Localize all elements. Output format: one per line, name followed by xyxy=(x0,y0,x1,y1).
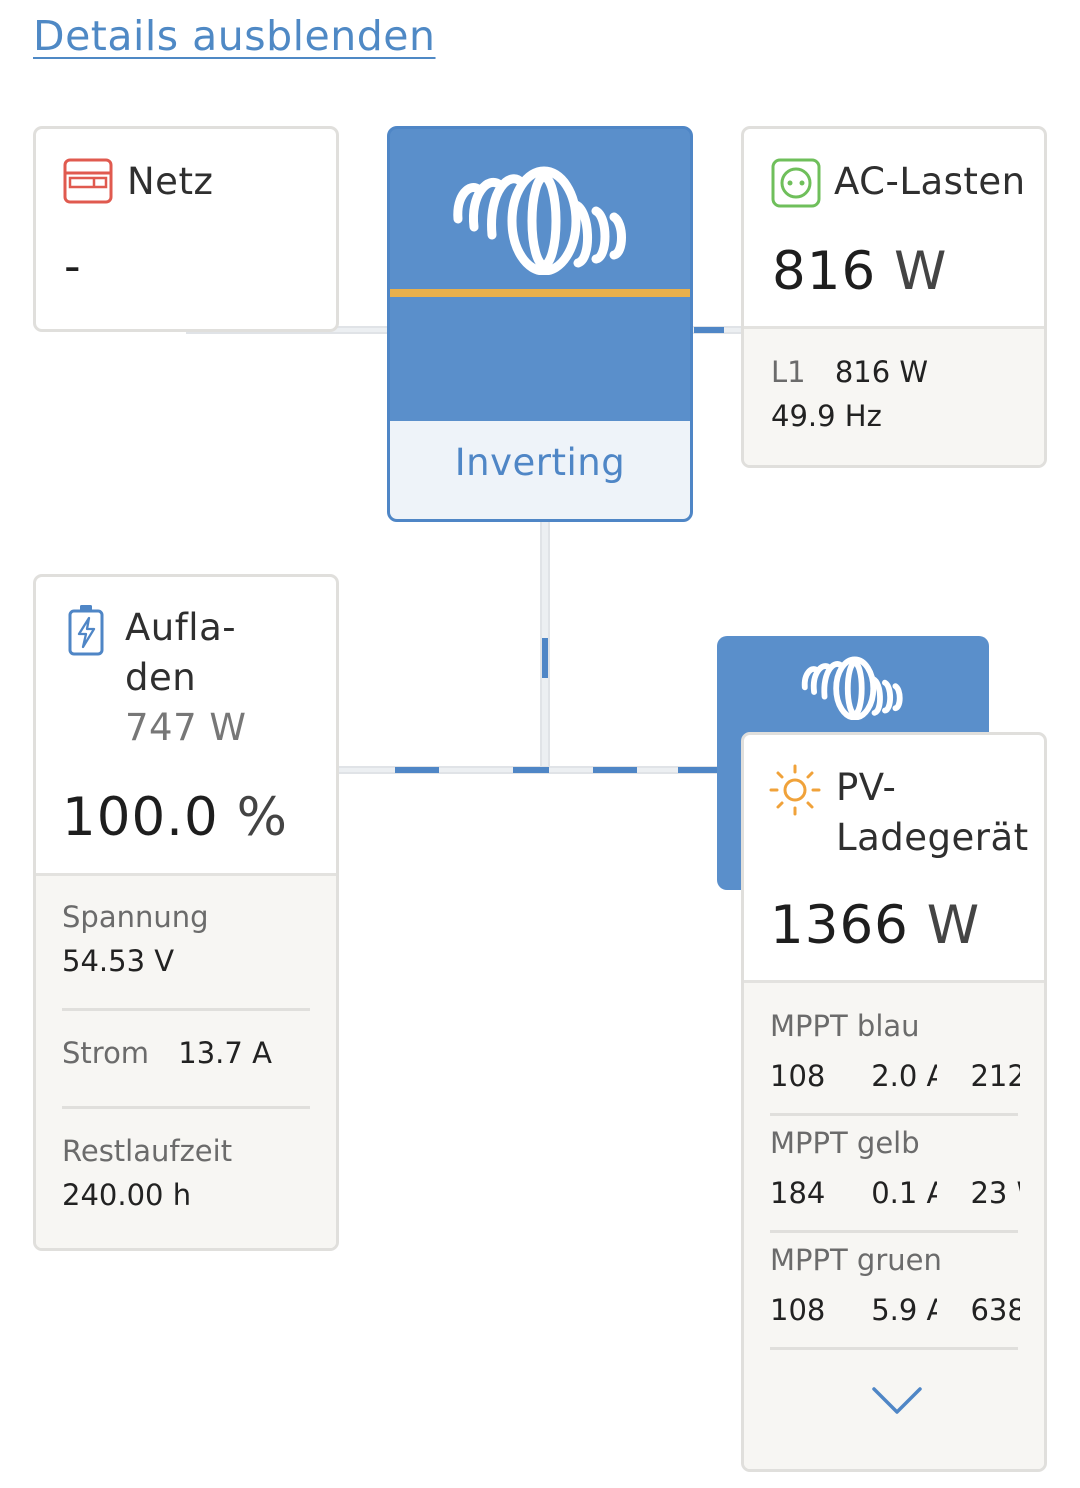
divider xyxy=(770,1347,1018,1350)
battery-voltage-label: Spannung xyxy=(62,900,209,934)
battery-soc-value: 100.0 xyxy=(62,787,219,848)
battery-soc: 100.0 % xyxy=(62,787,288,848)
battery-card[interactable]: Aufla- den 747 W 100.0 % Spannung 54.53 … xyxy=(33,574,339,1251)
ac-phase-power: 816 W xyxy=(834,355,929,389)
ac-phase-row: L1 816 W xyxy=(771,355,928,389)
battery-soc-unit: % xyxy=(236,787,288,848)
battery-voltage-value: 54.53 V xyxy=(62,944,175,978)
divider xyxy=(62,1008,310,1011)
pv-charger-card[interactable]: PV- Ladegerät 1366 W MPPT blau 108 V 2.0… xyxy=(741,732,1047,1472)
mppt-power: 212 W xyxy=(970,1059,1020,1093)
battery-title-line2: den xyxy=(125,656,197,699)
mppt-values-row: 184 V 0.1 A 23 W xyxy=(770,1176,1020,1216)
ac-loads-card[interactable]: AC-Lasten 816 W L1 816 W 49.9 Hz xyxy=(741,126,1047,468)
victron-logo xyxy=(453,166,626,275)
mppt-voltage: 108 V xyxy=(770,1059,830,1093)
inverter-card[interactable]: Inverting xyxy=(387,126,693,522)
battery-runtime-label: Restlaufzeit xyxy=(62,1134,233,1168)
pv-title-line2: Ladegerät xyxy=(836,816,1029,859)
mppt-values-row: 108 V 5.9 A 638 W xyxy=(770,1293,1020,1333)
battery-details: Spannung 54.53 V Strom 13.7 A Restlaufze… xyxy=(36,873,336,1248)
ac-loads-details: L1 816 W 49.9 Hz xyxy=(744,326,1044,465)
mppt-current: 5.9 A xyxy=(871,1293,937,1327)
pv-power-unit: W xyxy=(926,895,981,956)
mppt-power: 638 W xyxy=(970,1293,1020,1327)
mppt-current: 2.0 A xyxy=(871,1059,937,1093)
mppt-voltage: 108 V xyxy=(770,1293,830,1327)
battery-current-row: Strom 13.7 A xyxy=(62,1036,272,1070)
flow-dash xyxy=(395,767,439,773)
flow-dash xyxy=(542,638,548,678)
flow-dash xyxy=(694,327,724,333)
battery-charging-icon xyxy=(68,605,104,656)
inverter-status-area: Inverting xyxy=(390,421,690,519)
chevron-down-icon[interactable] xyxy=(870,1383,924,1417)
divider xyxy=(62,1106,310,1109)
pv-details: MPPT blau 108 V 2.0 A 212 W MPPT gelb 18… xyxy=(744,980,1044,1469)
grid-card[interactable]: Netz - xyxy=(33,126,339,332)
divider xyxy=(770,1230,1018,1233)
ac-loads-power: 816 W xyxy=(772,241,947,302)
battery-current-label: Strom xyxy=(62,1036,150,1070)
grid-meter-icon xyxy=(63,158,113,204)
pv-power-value: 1366 xyxy=(770,895,909,956)
flow-dash xyxy=(593,767,637,773)
socket-icon xyxy=(771,158,821,208)
toggle-details-link[interactable]: Details ausblenden xyxy=(33,12,436,60)
pv-title-line1: PV- xyxy=(836,766,897,809)
pv-power: 1366 W xyxy=(770,895,980,956)
ac-phase-label: L1 xyxy=(771,355,806,389)
battery-current-value: 13.7 A xyxy=(178,1036,272,1070)
ac-loads-power-value: 816 xyxy=(772,241,877,302)
mppt-voltage: 184 V xyxy=(770,1176,830,1210)
grid-title: Netz xyxy=(127,160,214,203)
battery-runtime-value: 240.00 h xyxy=(62,1178,192,1212)
mppt-name: MPPT blau xyxy=(770,1009,920,1043)
flow-dash xyxy=(513,767,549,773)
inverter-status: Inverting xyxy=(454,441,626,484)
mppt-power: 23 W xyxy=(970,1176,1020,1210)
flow-dash xyxy=(678,767,718,773)
mppt-name: MPPT gelb xyxy=(770,1126,920,1160)
ac-loads-title: AC-Lasten xyxy=(834,160,1026,203)
mppt-current: 0.1 A xyxy=(871,1176,937,1210)
sun-icon xyxy=(769,764,821,816)
divider xyxy=(770,1113,1018,1116)
mppt-values-row: 108 V 2.0 A 212 W xyxy=(770,1059,1020,1099)
grid-value: - xyxy=(64,239,82,293)
mppt-name: MPPT gruen xyxy=(770,1243,942,1277)
battery-power: 747 W xyxy=(125,706,247,749)
inverter-divider xyxy=(390,289,690,297)
battery-title-line1: Aufla- xyxy=(125,606,237,649)
ac-loads-power-unit: W xyxy=(894,241,948,302)
ac-frequency: 49.9 Hz xyxy=(771,399,882,433)
victron-logo xyxy=(801,656,903,720)
